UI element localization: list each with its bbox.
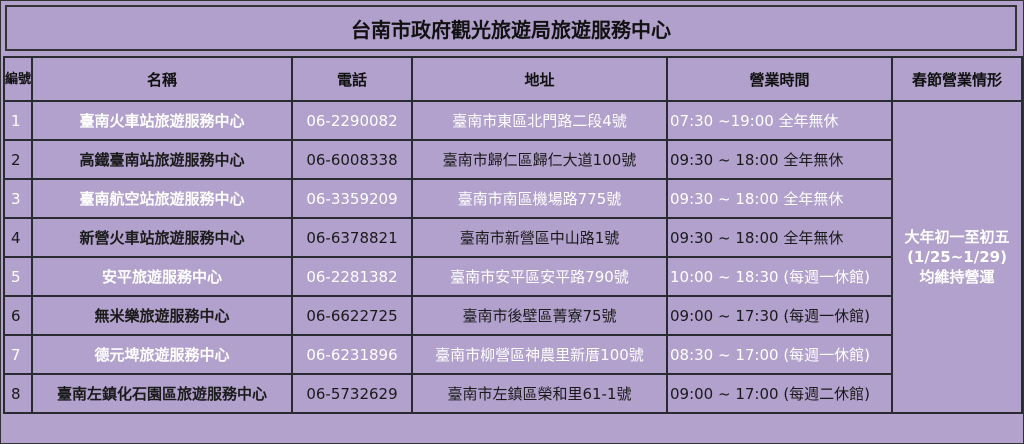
- cell-phone: 06-6622725: [291, 295, 413, 336]
- cell-phone: 06-6231896: [291, 334, 413, 375]
- header-num: 編號: [3, 56, 33, 102]
- cell-phone: 06-6008338: [291, 139, 413, 180]
- cell-phone: 06-3359209: [291, 178, 413, 219]
- header-row: 編號 名稱 電話 地址 營業時間 春節營業情形: [3, 56, 1023, 102]
- cell-hours: 10:00 ~ 18:30 (每週一休館): [666, 256, 893, 297]
- cell-name: 德元埤旅遊服務中心: [31, 334, 293, 375]
- cell-address: 臺南市柳營區神農里新厝100號: [411, 334, 668, 375]
- cell-name: 高鐵臺南站旅遊服務中心: [31, 139, 293, 180]
- cell-num: 6: [3, 295, 33, 336]
- header-name: 名稱: [31, 56, 293, 102]
- cell-hours: 09:30 ~ 18:00 全年無休: [666, 217, 893, 258]
- cell-name: 無米樂旅遊服務中心: [31, 295, 293, 336]
- cell-phone: 06-6378821: [291, 217, 413, 258]
- table-row: 1 臺南火車站旅遊服務中心 06-2290082 臺南市東區北門路二段4號 07:30 …: [3, 100, 1023, 414]
- cell-num: 4: [3, 217, 33, 258]
- cell-hours: 09:00 ~ 17:30 (每週一休館): [666, 295, 893, 336]
- cell-address: 臺南市南區機場路775號: [411, 178, 668, 219]
- header-phone: 電話: [291, 56, 413, 102]
- cell-hours: 09:30 ~ 18:00 全年無休: [666, 178, 893, 219]
- cell-num: 3: [3, 178, 33, 219]
- spring-status-line3: 均維持營運: [919, 268, 995, 286]
- cell-name: 臺南火車站旅遊服務中心: [31, 100, 293, 141]
- cell-address: 臺南市新營區中山路1號: [411, 217, 668, 258]
- cell-address: 臺南市歸仁區歸仁大道100號: [411, 139, 668, 180]
- cell-name: 臺南左鎮化石園區旅遊服務中心: [31, 373, 293, 414]
- service-center-table: 編號 名稱 電話 地址 營業時間 春節營業情形 1 臺南火車站旅遊服務中心 06-2…: [3, 56, 1023, 414]
- cell-name: 臺南航空站旅遊服務中心: [31, 178, 293, 219]
- cell-hours: 08:30 ~ 17:00 (每週一休館): [666, 334, 893, 375]
- cell-num: 2: [3, 139, 33, 180]
- table-row: 4 新營火車站旅遊服務中心 06-6378821 臺南市新營區中山路1號 09:30 ~…: [3, 217, 1022, 258]
- header-hours: 營業時間: [666, 56, 893, 102]
- cell-num: 1: [3, 100, 33, 141]
- table-row: 5 安平旅遊服務中心 06-2281382 臺南市安平區安平路790號 10:00 ~ …: [3, 256, 1022, 297]
- table-row: 2 高鐵臺南站旅遊服務中心 06-6008338 臺南市歸仁區歸仁大道100號 09:3…: [3, 139, 1022, 180]
- cell-hours: 09:30 ~ 18:00 全年無休: [666, 139, 893, 180]
- table-row: 3 臺南航空站旅遊服務中心 06-3359209 臺南市南區機場路775號 09:30 …: [3, 178, 1022, 219]
- cell-name: 新營火車站旅遊服務中心: [31, 217, 293, 258]
- cell-num: 8: [3, 373, 33, 414]
- header-address: 地址: [411, 56, 668, 102]
- cell-spring-status: 大年初一至初五 (1/25~1/29) 均維持營運: [891, 100, 1023, 414]
- cell-hours: 09:00 ~ 17:00 (每週二休館): [666, 373, 893, 414]
- table-title: 台南市政府觀光旅遊局旅遊服務中心: [5, 5, 1017, 51]
- cell-num: 5: [3, 256, 33, 297]
- cell-num: 7: [3, 334, 33, 375]
- cell-phone: 06-2290082: [291, 100, 413, 141]
- spring-status-line1: 大年初一至初五: [904, 228, 1010, 246]
- table-row: 7 德元埤旅遊服務中心 06-6231896 臺南市柳營區神農里新厝100號 08:30…: [3, 334, 1022, 375]
- spring-status-line2: (1/25~1/29): [907, 248, 1007, 266]
- cell-phone: 06-2281382: [291, 256, 413, 297]
- cell-address: 臺南市東區北門路二段4號: [411, 100, 668, 141]
- cell-address: 臺南市安平區安平路790號: [411, 256, 668, 297]
- cell-address: 臺南市後壁區菁寮75號: [411, 295, 668, 336]
- cell-address: 臺南市左鎮區榮和里61-1號: [411, 373, 668, 414]
- cell-name: 安平旅遊服務中心: [31, 256, 293, 297]
- table-row: 8 臺南左鎮化石園區旅遊服務中心 06-5732629 臺南市左鎮區榮和里61-1號 0…: [3, 373, 1022, 414]
- cell-phone: 06-5732629: [291, 373, 413, 414]
- table-row: 6 無米樂旅遊服務中心 06-6622725 臺南市後壁區菁寮75號 09:00 ~ 1…: [3, 295, 1022, 336]
- cell-hours: 07:30 ~19:00 全年無休: [666, 100, 893, 141]
- header-spring: 春節營業情形: [891, 56, 1023, 102]
